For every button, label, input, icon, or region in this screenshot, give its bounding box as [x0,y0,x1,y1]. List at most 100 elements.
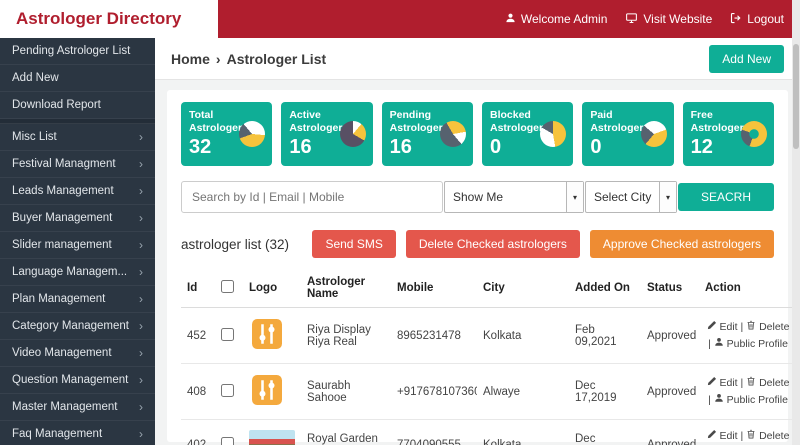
chevron-right-icon: › [139,130,143,144]
cell-city: Kolkata [477,307,569,364]
sidebar-divider [0,119,155,124]
sidebar-item-slider-management[interactable]: Slider management › [0,232,155,259]
select-all-checkbox[interactable] [221,280,234,293]
sidebar-item-add-new[interactable]: Add New [0,65,155,92]
col-header-mobile: Mobile [391,269,477,308]
content-panel: Total Astrologers 32 Active Astrologers … [167,90,797,445]
pie-chart-icon [239,121,266,147]
logo-photo-thumbnail [249,429,295,445]
col-header-action: Action [699,269,797,308]
logout-link[interactable]: Logout [730,12,784,27]
breadcrumb-bar: Home › Astrologer List Add New [155,38,800,80]
cell-mobile: 8965231478 [391,307,477,364]
sidebar-item-buyer-management[interactable]: Buyer Management › [0,205,155,232]
add-new-button[interactable]: Add New [709,44,784,73]
edit-link[interactable]: Edit [707,376,738,389]
show-me-select[interactable]: Show Me ▾ [444,181,584,213]
cell-actions: Edit | Delete | Public Profile [699,419,797,445]
edit-link[interactable]: Edit [707,429,738,442]
pie-chart-icon [640,121,667,147]
stat-card-pending-astrologers: Pending Astrologers 16 [381,102,473,166]
cell-logo [243,363,301,420]
breadcrumb-home[interactable]: Home [171,50,210,67]
scrollbar-thumb[interactable] [793,44,799,149]
chevron-right-icon: › [139,265,143,279]
list-actions: Send SMS Delete Checked astrologers Appr… [312,230,774,258]
chevron-right-icon: › [139,427,143,441]
breadcrumb-separator: › [215,50,221,67]
pie-chart-icon [740,121,767,147]
sidebar-item-faq-management[interactable]: Faq Management › [0,421,155,445]
chevron-right-icon: › [139,346,143,360]
stat-card-blocked-astrologers: Blocked Astrologers 0 [481,102,574,166]
approve-checked-button[interactable]: Approve Checked astrologers [589,230,774,258]
row-checkbox[interactable] [221,327,234,341]
delete-checked-button[interactable]: Delete Checked astrologers [405,230,580,258]
row-checkbox[interactable] [221,436,234,445]
public-profile-link[interactable]: Public Profile [714,337,788,350]
page-scrollbar[interactable] [792,0,800,445]
cell-name: Royal Garden Singh [301,419,391,445]
visit-website-label: Visit Website [643,12,713,26]
chevron-right-icon: › [139,319,143,333]
stat-card-active-astrologers: Active Astrologers 16 [281,102,373,166]
sidebar-item-master-management[interactable]: Master Management › [0,394,155,421]
stat-card-free-astrologers: Free Astrologers 12 [682,102,774,166]
cell-added: Feb 09,2021 [569,307,641,364]
sidebar-item-pending-astrologer-list[interactable]: Pending Astrologer List [0,38,155,65]
top-header: Astrologer Directory Welcome Admin Visit… [0,0,800,38]
search-button[interactable]: SEACRH [678,183,774,211]
stat-card-paid-astrologers: Paid Astrologers 0 [582,102,674,166]
sidebar-item-leads-management[interactable]: Leads Management › [0,178,155,205]
welcome-admin-label: Welcome Admin [520,12,608,26]
table-row: 402 Royal Garden Singh 7704090555 Kolkat… [181,419,797,445]
chevron-right-icon: › [139,184,143,198]
sidebar-item-category-management[interactable]: Category Management › [0,313,155,340]
cell-mobile: 7704090555 [391,419,477,445]
sidebar-item-video-management[interactable]: Video Management › [0,340,155,367]
chevron-right-icon: › [139,373,143,387]
delete-link[interactable]: Delete [746,429,789,442]
send-sms-button[interactable]: Send SMS [312,230,396,258]
monitor-icon [625,12,638,27]
col-header-status: Status [641,269,699,308]
sidebar-item-misc-list[interactable]: Misc List › [0,124,155,151]
pie-chart-icon [339,121,366,147]
row-checkbox[interactable] [221,383,234,397]
chevron-right-icon: › [139,211,143,225]
logout-label: Logout [747,12,784,26]
cell-mobile: +917678107360 [391,363,477,420]
select-city-select[interactable]: Select City ▾ [585,181,677,213]
sidebar-item-language-management[interactable]: Language Managem... › [0,259,155,286]
sidebar-item-festival-managment[interactable]: Festival Managment › [0,151,155,178]
sidebar-item-question-management[interactable]: Question Management › [0,367,155,394]
col-header-name: Astrologer Name [301,269,391,308]
sidebar: Pending Astrologer List Add New Download… [0,38,155,445]
public-profile-link[interactable]: Public Profile [714,393,788,406]
dropdown-arrow-icon: ▾ [566,182,583,212]
main-content: Home › Astrologer List Add New Total Ast… [155,38,800,445]
chevron-right-icon: › [139,238,143,252]
breadcrumb-current: Astrologer List [226,50,327,67]
status-badge: Approved [641,363,699,420]
delete-link[interactable]: Delete [746,376,789,389]
breadcrumb: Home › Astrologer List [171,51,326,67]
delete-link[interactable]: Delete [746,320,789,333]
sidebar-item-plan-management[interactable]: Plan Management › [0,286,155,313]
sidebar-item-download-report[interactable]: Download Report [0,92,155,119]
list-title: astrologer list (32) [181,236,290,252]
cell-logo [243,419,301,445]
table-header-row: Id Logo Astrologer Name Mobile City Adde… [181,269,797,308]
search-input[interactable] [181,181,443,213]
col-header-city: City [477,269,569,308]
status-badge: Approved [641,307,699,364]
cell-actions: Edit | Delete | Public Profile [699,363,797,420]
pie-chart-icon [540,121,567,147]
welcome-admin-link[interactable]: Welcome Admin [505,12,607,27]
list-header: astrologer list (32) Send SMS Delete Che… [181,230,774,258]
logo-sliders-icon [249,319,285,355]
visit-website-link[interactable]: Visit Website [625,12,712,27]
chevron-right-icon: › [139,157,143,171]
edit-link[interactable]: Edit [707,320,738,333]
